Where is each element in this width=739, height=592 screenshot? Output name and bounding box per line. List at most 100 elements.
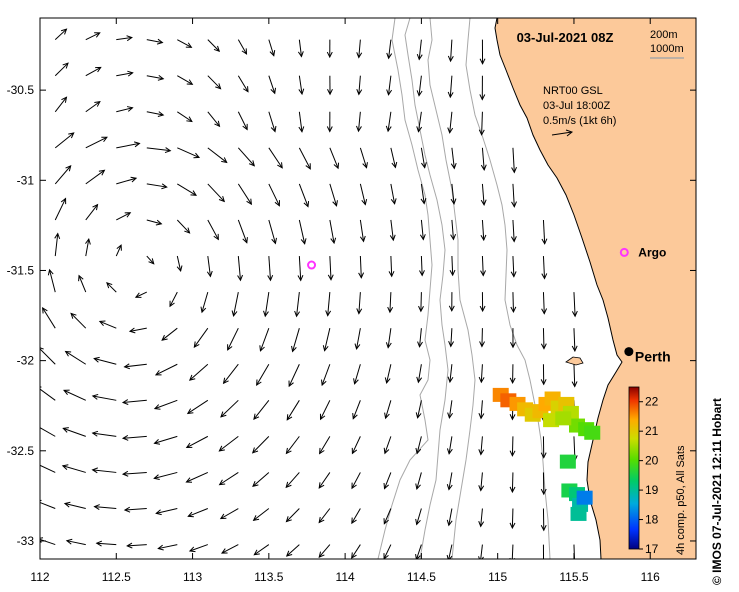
current-arrow [285, 472, 300, 489]
y-tick-label: -31.5 [7, 263, 35, 277]
current-arrow [352, 400, 361, 420]
colorbar-ticks: 22 21 20 19 18 17 [639, 395, 659, 556]
colorbar-tick-label: 19 [645, 483, 659, 497]
current-arrow [176, 255, 183, 273]
current-arrow [479, 292, 486, 313]
current-arrow [252, 472, 270, 488]
current-legend-time: 03-Jul 18:00Z [543, 100, 611, 112]
current-arrow [291, 328, 300, 353]
current-arrow [319, 436, 331, 455]
current-arrow [510, 256, 517, 278]
current-arrow [91, 393, 117, 401]
colorbar-tick-label: 18 [645, 513, 659, 527]
current-arrow [420, 183, 427, 205]
current-arrow [298, 183, 310, 208]
current-arrow [91, 430, 117, 437]
current-arrow [285, 436, 300, 455]
current-arrow [511, 147, 517, 174]
y-tick-label: -31 [17, 173, 35, 187]
current-arrow [218, 472, 239, 486]
current-arrow [47, 268, 56, 293]
current-arrow [447, 400, 454, 419]
current-arrow [509, 508, 516, 530]
current-arrow [511, 183, 517, 208]
current-arrow [418, 292, 424, 313]
current-arrow [62, 427, 86, 437]
current-arrow [116, 176, 138, 185]
current-arrow [85, 100, 101, 113]
y-axis-ticks: -30.5 -31 -31.5 -32 -32.5 -33 [7, 83, 696, 548]
current-arrow [479, 75, 486, 101]
current-arrow [237, 75, 249, 93]
current-arrow [325, 292, 332, 317]
colorbar-tick-label: 17 [645, 542, 659, 556]
depth-legend-200m: 200m [650, 29, 678, 41]
current-arrow [351, 472, 361, 490]
current-arrow [185, 471, 209, 483]
current-arrow [95, 540, 117, 547]
current-arrow [480, 219, 487, 242]
current-arrow [542, 544, 545, 559]
current-arrow [177, 183, 198, 196]
current-arrow [146, 38, 164, 45]
current-arrow [227, 327, 239, 351]
current-arrow [146, 255, 155, 265]
current-arrow [478, 400, 485, 420]
current-arrow [54, 165, 72, 185]
current-arrow [326, 111, 333, 133]
current-arrow [237, 219, 248, 244]
current-arrow [116, 141, 141, 149]
current-arrow [263, 292, 270, 318]
current-arrow [40, 347, 56, 365]
current-arrow [450, 183, 457, 205]
current-arrow [268, 75, 277, 95]
current-arrow [252, 508, 270, 522]
current-arrow [416, 364, 423, 384]
current-arrow [509, 544, 516, 559]
current-arrow [64, 350, 87, 365]
current-arrow [207, 147, 228, 164]
current-arrow [510, 219, 517, 243]
current-arrow [116, 70, 134, 77]
current-arrow [478, 364, 485, 384]
colorbar-tick-label: 21 [645, 424, 659, 438]
current-arrow [541, 292, 548, 315]
current-arrow [446, 544, 453, 559]
y-tick-label: -33 [17, 534, 35, 548]
argo-legend-marker [619, 247, 629, 257]
current-arrow [509, 472, 516, 494]
current-arrow [318, 544, 331, 558]
contour-deep-a [404, 18, 449, 559]
current-arrow [509, 364, 516, 385]
current-arrow [85, 32, 101, 41]
current-arrow [188, 363, 209, 381]
current-arrow [207, 219, 219, 241]
y-tick-label: -32 [17, 354, 35, 368]
current-arrow [446, 436, 453, 455]
current-arrow [419, 219, 426, 241]
current-arrow [447, 75, 454, 99]
current-arrow [146, 219, 163, 226]
current-arrow [478, 436, 485, 456]
current-arrow [268, 183, 280, 207]
current-arrow [116, 212, 132, 221]
current-arrow [54, 28, 68, 41]
current-arrow [359, 219, 366, 243]
current-arrow [207, 75, 222, 90]
current-arrow [446, 472, 453, 491]
current-arrow [386, 39, 393, 60]
current-arrow [447, 364, 454, 384]
current-arrow [356, 111, 362, 133]
current-arrow [126, 542, 147, 549]
current-arrow [41, 306, 56, 329]
current-arrow [121, 434, 147, 441]
current-arrow [390, 147, 398, 169]
sst-cell [559, 454, 576, 469]
current-arrow [449, 256, 456, 277]
current-arrow [387, 292, 394, 314]
current-arrow [65, 538, 86, 546]
current-arrow [450, 219, 457, 241]
current-arrow [176, 219, 191, 234]
current-arrow [358, 256, 365, 279]
current-arrow [40, 424, 56, 437]
